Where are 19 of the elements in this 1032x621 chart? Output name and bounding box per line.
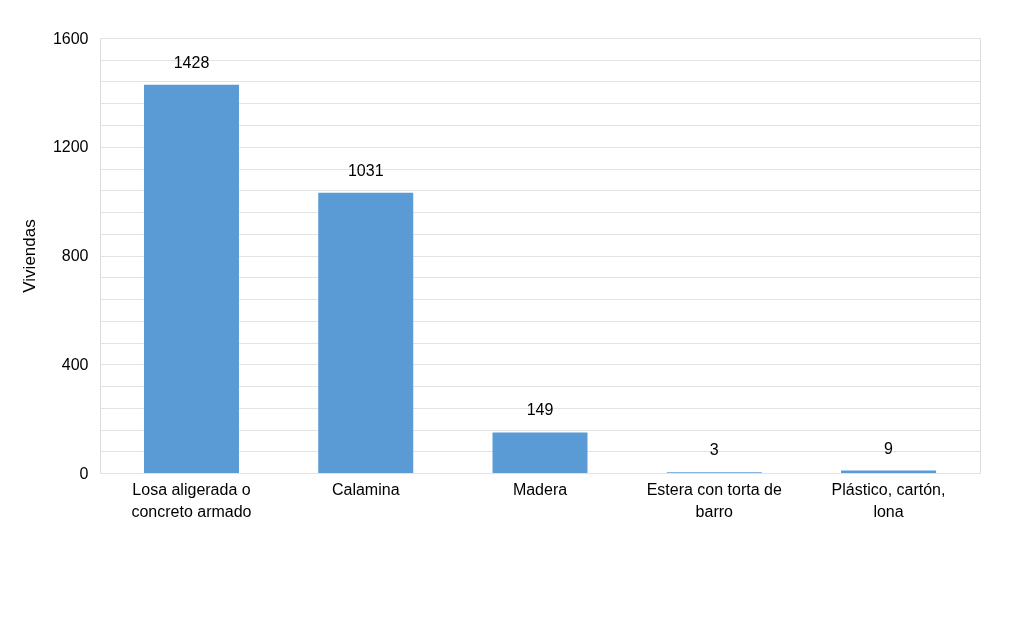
y-tick-label: 1200 — [52, 138, 89, 156]
y-tick-label: 800 — [61, 247, 89, 264]
x-tick-label: Calamina — [331, 480, 400, 498]
data-label: 1031 — [347, 161, 384, 179]
data-label: 1428 — [173, 53, 210, 71]
x-tick-label: Losa aligerada o concreto armado — [131, 480, 252, 520]
x-tick-label: Madera — [512, 480, 568, 498]
bar — [143, 84, 239, 473]
bar — [318, 192, 414, 473]
y-axis-title: Viviendas — [19, 219, 39, 293]
x-tick-label: Estera con torta de barro — [646, 480, 782, 520]
bar — [492, 432, 588, 473]
data-label: 149 — [526, 401, 554, 419]
y-tick-label: 1600 — [52, 29, 89, 47]
data-label: 3 — [709, 441, 719, 459]
x-tick-label: Plástico, cartón, lona — [831, 480, 946, 520]
data-label: 9 — [884, 439, 894, 457]
y-tick-label: 0 — [79, 464, 89, 482]
y-tick-label: 400 — [61, 355, 89, 373]
